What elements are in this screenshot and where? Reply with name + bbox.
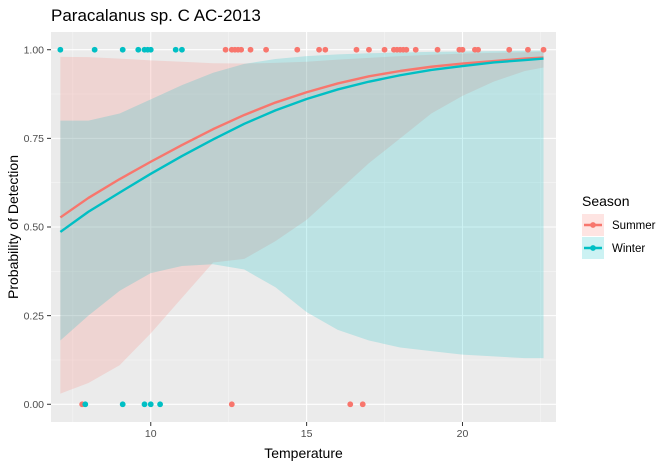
- legend: Season Summer Winter: [582, 193, 656, 259]
- ribbon-summer: [60, 51, 544, 394]
- point-winter: [157, 401, 164, 408]
- x-tick-label: 10: [145, 428, 157, 440]
- point-summer: [434, 46, 441, 53]
- chart-title: Paracalanus sp. C AC-2013: [51, 6, 261, 25]
- point-winter: [57, 46, 64, 53]
- x-tick-label: 15: [301, 428, 313, 440]
- confidence-ribbons: [60, 50, 544, 394]
- legend-key-point: [590, 245, 596, 251]
- ribbon-winter: [60, 50, 544, 359]
- x-tick-label: 20: [457, 428, 469, 440]
- legend-title: Season: [582, 193, 629, 209]
- point-summer: [359, 401, 366, 408]
- point-summer: [222, 46, 229, 53]
- y-axis-ticks: 0.00 0.25 0.50 0.75 1.00: [24, 44, 51, 411]
- x-axis-ticks: 10 15 20: [145, 422, 469, 440]
- point-summer: [459, 46, 466, 53]
- point-summer: [347, 401, 354, 408]
- point-summer: [322, 46, 329, 53]
- point-winter: [147, 401, 154, 408]
- fit-lines: [59, 56, 544, 233]
- y-tick-label: 1.00: [24, 44, 45, 56]
- point-winter: [91, 46, 98, 53]
- point-summer: [263, 46, 269, 53]
- y-axis-title: Probability of Detection: [5, 155, 21, 299]
- point-summer: [294, 46, 301, 53]
- point-winter: [179, 46, 185, 53]
- point-summer: [353, 46, 360, 53]
- legend-key-point: [590, 222, 596, 228]
- legend-label-winter: Winter: [612, 243, 645, 255]
- fit-line-winter: [59, 57, 544, 233]
- point-winter: [82, 401, 89, 408]
- point-summer: [366, 46, 372, 53]
- point-winter: [147, 46, 154, 53]
- point-summer: [540, 46, 547, 53]
- point-summer: [381, 46, 388, 53]
- major-gridlines: [51, 32, 556, 422]
- point-summer: [475, 46, 481, 53]
- x-axis-title: Temperature: [264, 445, 343, 461]
- point-winter: [141, 401, 148, 408]
- point-summer: [247, 46, 254, 53]
- point-summer: [238, 46, 245, 53]
- fit-line-summer: [59, 56, 544, 219]
- y-tick-label: 0.75: [24, 133, 45, 145]
- legend-label-summer: Summer: [612, 220, 656, 232]
- point-winter: [119, 401, 126, 408]
- y-tick-label: 0.00: [24, 399, 45, 411]
- point-summer: [316, 46, 322, 53]
- point-winter: [119, 46, 126, 53]
- data-points: [57, 46, 547, 408]
- point-winter: [135, 46, 142, 53]
- point-winter: [172, 46, 179, 53]
- y-tick-label: 0.50: [24, 222, 45, 234]
- point-summer: [506, 46, 513, 53]
- point-summer: [412, 46, 419, 53]
- y-tick-label: 0.25: [24, 310, 45, 322]
- point-summer: [403, 46, 410, 53]
- point-summer: [228, 401, 235, 408]
- point-summer: [525, 46, 531, 53]
